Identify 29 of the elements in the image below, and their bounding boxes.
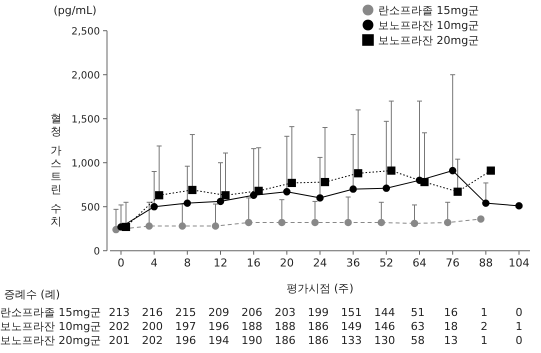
x-tick-label: 12 xyxy=(214,256,228,270)
legend-label: 보노프라잔 10mg군 xyxy=(378,19,480,32)
y-tick-label: 2,000 xyxy=(71,70,100,82)
text: 란소프라졸 15mg군 213 216 215 209 206 203 199 151 144 51 16 1 0 xyxy=(0,306,522,319)
x-tick-label: 16 xyxy=(246,256,261,270)
text: (pg/mL) xyxy=(53,4,97,17)
y-tick-label: 1,000 xyxy=(71,158,100,170)
x-tick-label: 0 xyxy=(118,256,124,270)
x-tick-label: 52 xyxy=(379,256,394,270)
x-tick-label: 88 xyxy=(478,256,493,270)
x-tick-label: 64 xyxy=(412,256,426,270)
x-tick-label: 104 xyxy=(508,256,530,270)
y-tick-label: 0 xyxy=(94,246,100,258)
y-tick-label: 1,500 xyxy=(71,114,100,126)
text: 보노프라잔 20mg군 201 202 196 194 190 186 186 133 130 58 13 1 0 xyxy=(0,334,522,347)
x-tick-label: 8 xyxy=(184,256,191,270)
text: 보노프라잔 10mg군 202 200 197 196 188 188 186 149 146 63 18 2 1 xyxy=(0,320,522,333)
x-tick-label: 24 xyxy=(313,256,327,270)
x-tick-label: 4 xyxy=(150,256,158,270)
y-tick-label: 2,500 xyxy=(71,26,100,38)
y-tick-label: 500 xyxy=(80,202,100,214)
y-axis-title: 혈청 가스트린 수치 xyxy=(50,112,62,228)
x-tick-label: 76 xyxy=(446,256,460,270)
legend-label: 보노프라잔 20mg군 xyxy=(378,34,480,47)
x-tick-label: 20 xyxy=(280,256,294,270)
text: 증례수 (례) xyxy=(4,288,60,301)
x-axis-title: 평가시점 (주) xyxy=(286,282,354,295)
legend-label: 란소프라졸 15mg군 xyxy=(378,4,480,17)
x-tick-label: 36 xyxy=(346,256,360,270)
